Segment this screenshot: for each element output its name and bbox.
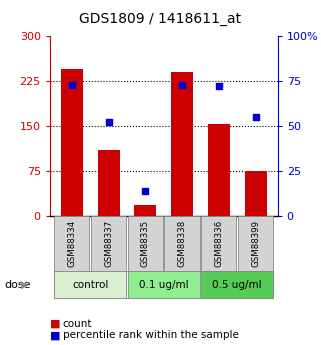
Text: 0.1 ug/ml: 0.1 ug/ml (139, 280, 188, 289)
Text: GSM88338: GSM88338 (178, 220, 187, 267)
Point (69, 82, 74, 87)
Bar (238, 216, 273, 271)
Text: control: control (72, 280, 108, 289)
Text: GDS1809 / 1418611_at: GDS1809 / 1418611_at (79, 12, 242, 26)
Point (216, 84, 221, 89)
Bar (128, 216, 163, 271)
Bar (98, 150, 120, 216)
Text: percentile rank within the sample: percentile rank within the sample (63, 331, 239, 340)
Text: GSM88399: GSM88399 (251, 220, 260, 267)
Text: count: count (63, 319, 92, 328)
Text: dose: dose (5, 280, 31, 289)
Point (253, 114, 258, 120)
Text: GSM88337: GSM88337 (104, 220, 113, 267)
Bar (54, 271, 126, 298)
Bar (134, 205, 156, 216)
Text: ▶: ▶ (21, 280, 28, 289)
Text: GSM88335: GSM88335 (141, 220, 150, 267)
Bar (208, 124, 230, 216)
Point (106, 120, 111, 125)
Point (143, 188, 148, 193)
Text: GSM88336: GSM88336 (214, 220, 223, 267)
Bar (201, 271, 273, 298)
Text: GSM88334: GSM88334 (67, 220, 76, 267)
Bar (61, 69, 83, 216)
Point (179, 82, 185, 87)
Bar (171, 72, 193, 216)
Text: ■: ■ (50, 331, 60, 340)
Text: 0.5 ug/ml: 0.5 ug/ml (213, 280, 262, 289)
Bar (54, 216, 90, 271)
Text: ■: ■ (50, 319, 60, 328)
Bar (91, 216, 126, 271)
Bar (164, 216, 200, 271)
Bar (128, 271, 200, 298)
Bar (245, 171, 267, 216)
Bar (201, 216, 237, 271)
